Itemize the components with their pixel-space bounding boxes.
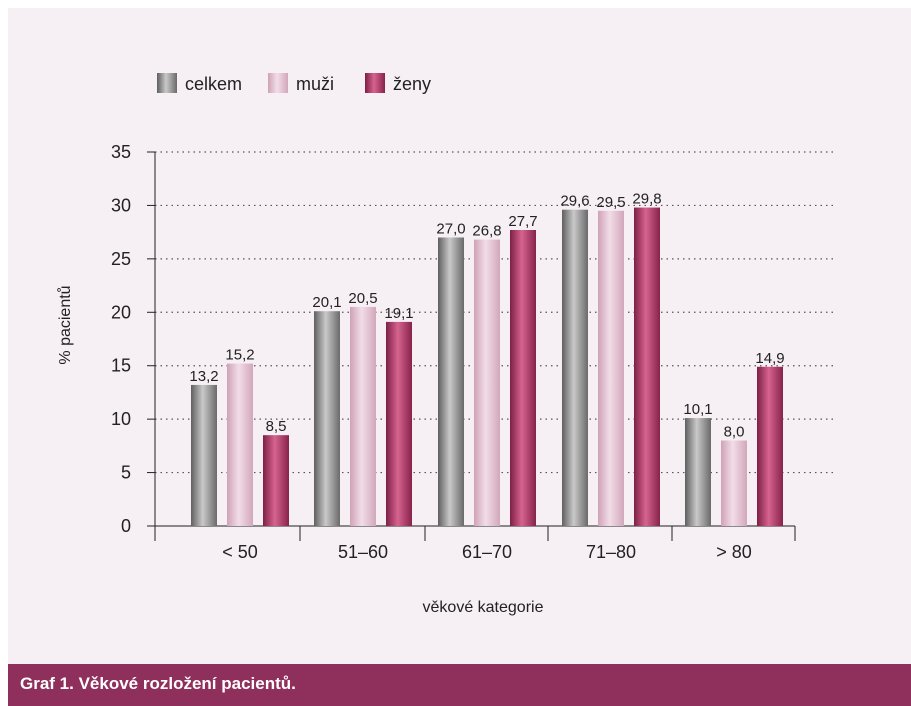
bar-zeny: [510, 230, 536, 526]
x-tick-label: 51–60: [338, 542, 388, 562]
bar-celkem: [438, 237, 464, 526]
y-tick-label: 0: [121, 516, 131, 536]
y-tick-label: 10: [111, 409, 131, 429]
data-label: 27,7: [508, 213, 537, 230]
legend-swatch-muzi: [268, 73, 288, 93]
legend-swatch-celkem: [157, 73, 177, 93]
data-label: 29,8: [632, 191, 661, 208]
bar-muzi: [227, 363, 253, 526]
data-label: 14,9: [755, 350, 784, 367]
bar-chart: 0 5 10 15 20 25 30 35 < 50 51–60 61–70 71–80 > 80 13…: [56, 73, 833, 616]
y-axis-title: % pacientů: [56, 285, 74, 364]
legend-label: muži: [296, 74, 334, 94]
x-tick-label: 71–80: [586, 542, 636, 562]
axes: 0 5 10 15 20 25 30 35 < 50 51–60 61–70 71–80 > 80: [111, 142, 796, 562]
data-label: 27,0: [436, 220, 465, 237]
legend: celkem muži ženy: [157, 73, 431, 94]
bar-muzi: [721, 440, 747, 526]
bar-celkem: [562, 209, 588, 526]
data-label: 29,5: [596, 194, 625, 211]
legend-label: ženy: [393, 74, 431, 94]
x-tick-label: > 80: [716, 542, 752, 562]
bar-muzi: [474, 239, 500, 526]
y-tick-label: 35: [111, 142, 131, 162]
x-tick-label: < 50: [222, 542, 258, 562]
data-label: 26,8: [472, 223, 501, 240]
data-label: 8,0: [724, 424, 745, 441]
legend-swatch-zeny: [365, 73, 385, 93]
legend-label: celkem: [185, 74, 242, 94]
bar-celkem: [314, 311, 340, 526]
y-tick-label: 30: [111, 195, 131, 215]
bar-celkem: [191, 384, 217, 526]
data-label: 8,5: [266, 418, 287, 435]
bar-zeny: [386, 321, 412, 526]
x-axis-title: věkové kategorie: [423, 599, 544, 616]
bar-muzi: [350, 306, 376, 526]
bar-muzi: [598, 210, 624, 526]
y-tick-label: 25: [111, 249, 131, 269]
data-label: 19,1: [384, 305, 413, 322]
bar-celkem: [685, 418, 711, 526]
y-tick-label: 20: [111, 302, 131, 322]
data-label: 10,1: [683, 401, 712, 418]
data-label: 13,2: [189, 368, 218, 385]
bar-zeny: [634, 207, 660, 526]
data-label: 20,5: [348, 290, 377, 307]
bars: [191, 207, 783, 526]
y-tick-label: 5: [121, 463, 131, 483]
caption-bar: Graf 1. Věkové rozložení pacientů.: [8, 664, 911, 706]
x-tick-label: 61–70: [462, 542, 512, 562]
bar-zeny: [263, 435, 289, 526]
data-label: 29,6: [560, 193, 589, 210]
figure-caption: Graf 1. Věkové rozložení pacientů.: [20, 674, 296, 693]
data-label: 20,1: [312, 294, 341, 311]
bar-zeny: [757, 366, 783, 526]
y-tick-label: 15: [111, 356, 131, 376]
data-label: 15,2: [225, 347, 254, 364]
data-labels: 13,2 20,1 27,0 29,6 10,1 15,2 20,5 26,8 29,5 8,0 8…: [189, 191, 784, 441]
